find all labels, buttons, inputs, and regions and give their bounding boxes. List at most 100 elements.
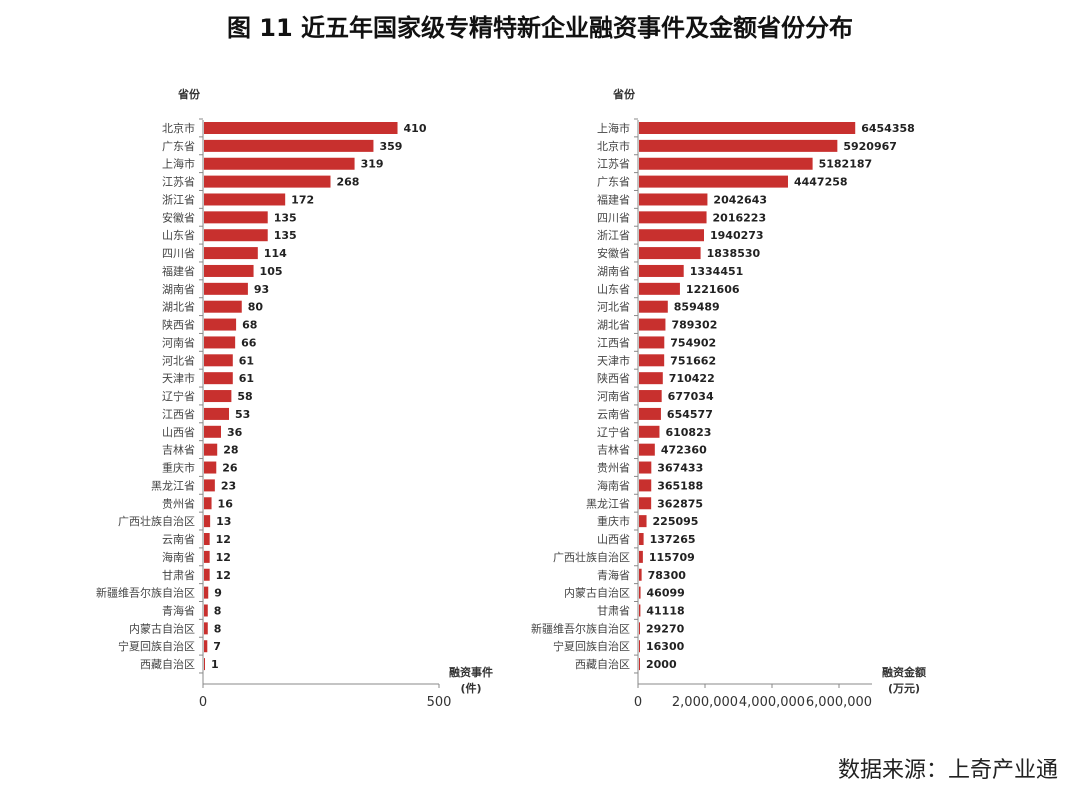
- category-label: 宁夏回族自治区: [553, 639, 630, 653]
- bar: [639, 586, 641, 599]
- data-label: 12: [216, 569, 231, 582]
- data-label: 319: [361, 158, 384, 171]
- category-label: 山东省: [162, 229, 195, 242]
- data-label: 26: [222, 462, 238, 475]
- x-tick-label: 500: [427, 695, 452, 710]
- bar: [639, 336, 665, 349]
- category-label: 海南省: [597, 478, 630, 492]
- category-label: 重庆市: [597, 514, 630, 528]
- data-label: 172: [291, 193, 314, 206]
- data-label: 68: [242, 319, 257, 332]
- category-label: 北京市: [162, 121, 195, 135]
- bar: [639, 425, 660, 438]
- x-tick-label: 0: [199, 695, 207, 710]
- bar: [639, 658, 640, 671]
- data-label: 16: [218, 497, 234, 510]
- category-label: 西藏自治区: [575, 657, 630, 671]
- category-label: 天津市: [597, 353, 630, 367]
- data-label: 362875: [657, 497, 703, 510]
- data-label: 1: [211, 658, 219, 671]
- bar: [204, 211, 268, 224]
- bar: [639, 122, 856, 134]
- category-label: 新疆维吾尔族自治区: [531, 621, 630, 635]
- category-label: 山东省: [597, 283, 630, 296]
- category-label: 辽宁省: [597, 425, 630, 439]
- bar: [204, 157, 355, 170]
- bar: [204, 461, 217, 474]
- data-label: 23: [221, 479, 236, 492]
- bar: [204, 354, 233, 367]
- data-label: 115709: [649, 551, 695, 564]
- bar: [639, 550, 643, 563]
- bar: [204, 372, 233, 385]
- bar: [639, 407, 661, 420]
- data-label: 1221606: [686, 283, 740, 296]
- data-label: 677034: [668, 390, 714, 403]
- bar: [639, 300, 668, 313]
- data-label: 78300: [648, 569, 687, 582]
- bar: [204, 139, 374, 152]
- bar: [639, 193, 708, 206]
- data-label: 80: [248, 301, 264, 314]
- category-label: 辽宁省: [162, 389, 195, 403]
- bar: [639, 479, 652, 492]
- data-label: 58: [237, 390, 252, 403]
- data-label: 359: [379, 140, 402, 153]
- category-label: 四川省: [162, 247, 195, 260]
- data-label: 859489: [674, 301, 720, 314]
- bar: [204, 533, 210, 546]
- bar: [639, 354, 665, 367]
- data-label: 751662: [670, 354, 716, 367]
- category-label: 青海省: [162, 603, 195, 617]
- bar: [204, 336, 236, 349]
- data-label: 61: [239, 354, 254, 367]
- bar: [639, 157, 813, 170]
- bar: [204, 443, 218, 456]
- category-label: 云南省: [597, 408, 630, 421]
- data-source: 数据来源：上奇产业通: [837, 758, 1058, 783]
- data-label: 654577: [667, 408, 713, 421]
- bar: [204, 425, 221, 438]
- data-label: 137265: [650, 533, 696, 546]
- data-label: 28: [223, 444, 238, 457]
- category-label: 广东省: [597, 176, 630, 189]
- data-label: 12: [216, 551, 231, 564]
- bar: [204, 586, 209, 599]
- category-label: 北京市: [597, 139, 630, 153]
- data-label: 53: [235, 408, 250, 421]
- category-label: 广西壮族自治区: [118, 514, 195, 528]
- category-label: 上海市: [162, 157, 195, 171]
- bar: [639, 318, 666, 331]
- bar: [204, 550, 210, 563]
- data-label: 1838530: [707, 247, 761, 260]
- x-axis-title: 融资金额: [882, 665, 926, 679]
- data-label: 29270: [646, 622, 685, 635]
- category-label: 湖南省: [597, 265, 630, 278]
- category-label: 河北省: [162, 354, 195, 367]
- category-label: 上海市: [597, 121, 630, 135]
- bar: [639, 604, 641, 617]
- category-label: 海南省: [162, 550, 195, 564]
- data-label: 12: [216, 533, 231, 546]
- bar: [204, 658, 205, 671]
- category-label: 安徽省: [597, 246, 630, 260]
- bar: [639, 640, 640, 653]
- category-label: 贵州省: [162, 497, 195, 510]
- category-label: 河南省: [162, 336, 195, 349]
- category-label: 福建省: [597, 192, 630, 206]
- category-label: 河南省: [597, 390, 630, 403]
- bar: [204, 264, 254, 277]
- bar: [204, 282, 248, 295]
- bar: [639, 497, 652, 510]
- data-label: 46099: [647, 587, 685, 600]
- category-label: 江苏省: [597, 158, 630, 171]
- data-label: 789302: [671, 319, 717, 332]
- category-label: 安徽省: [162, 210, 195, 224]
- bar: [639, 390, 662, 403]
- data-label: 1334451: [690, 265, 744, 278]
- category-label: 天津市: [162, 371, 195, 385]
- data-label: 472360: [661, 444, 707, 457]
- x-tick-label: 6,000,000: [806, 695, 872, 710]
- data-label: 61: [239, 372, 254, 385]
